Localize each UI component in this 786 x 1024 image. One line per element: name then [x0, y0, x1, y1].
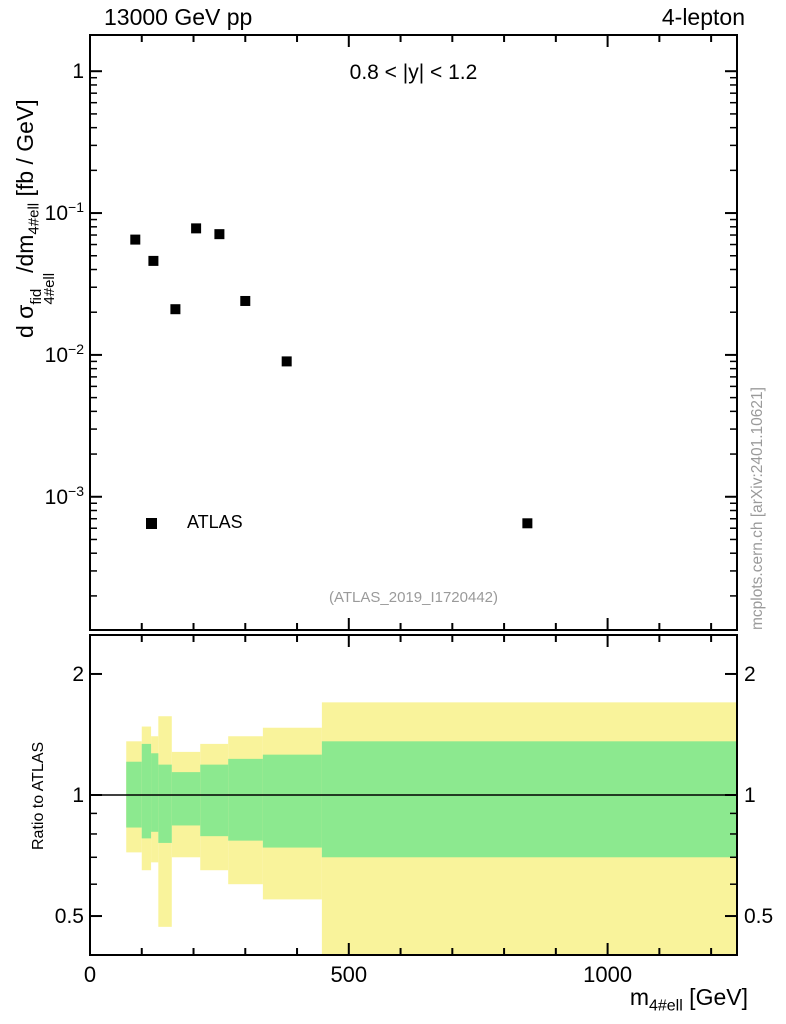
data-point [281, 356, 292, 367]
ylabel-supsub: fid 4#ell [28, 272, 58, 305]
xlabel-unit: [GeV] [682, 984, 748, 1010]
main-y-axis-label: d σ fid 4#ell/dm4#ell [fb / GeV] [12, 99, 58, 338]
uncertainty-band-green [171, 772, 201, 826]
data-point [522, 518, 533, 529]
ylabel-over: /dm [12, 234, 38, 273]
title-channel: 4-lepton [661, 4, 745, 30]
ylabel-unit: [fb / GeV] [12, 99, 38, 203]
ratio-tick-label-left: 1 [72, 784, 84, 807]
ylabel-sub2: 4#ell [25, 202, 43, 235]
y-tick-label: 10−1 [45, 199, 85, 225]
x-tick-label: 1000 [583, 962, 632, 987]
ratio-tick-label-right: 2 [744, 663, 756, 686]
uncertainty-band-green [228, 758, 263, 841]
data-point [191, 223, 202, 234]
x-tick-label: 0 [84, 962, 96, 987]
uncertainty-band-green [200, 764, 229, 837]
xlabel-base: m [629, 984, 649, 1010]
ylabel-d: d [12, 318, 38, 338]
uncertainty-band-green [151, 753, 159, 832]
ratio-tick-label-left: 2 [72, 663, 84, 686]
analysis-reference: (ATLAS_2019_I1720442) [328, 589, 498, 606]
data-point [130, 234, 141, 245]
uncertainty-band-green [262, 754, 322, 848]
xlabel-sub: 4#ell [648, 997, 683, 1015]
data-point [240, 295, 251, 306]
main-plot-frame [89, 34, 738, 631]
ratio-y-axis-label: Ratio to ATLAS [30, 741, 47, 850]
title-beam-energy: 13000 GeV pp [104, 4, 253, 30]
y-tick-label: 1 [72, 60, 84, 83]
uncertainty-band-green [158, 764, 172, 843]
y-tick-label: 10−3 [45, 483, 85, 509]
uncertainty-band-green [321, 741, 737, 858]
y-tick-label: 10−2 [45, 341, 85, 367]
ylabel-sigma: σ [12, 304, 38, 319]
ratio-tick-label-right: 1 [744, 784, 756, 807]
uncertainty-band-green [141, 743, 152, 839]
ylabel-sub: 4#ell [41, 272, 58, 305]
x-axis-label: m4#ell [GeV] [629, 984, 748, 1014]
ratio-tick-label-left: 0.5 [55, 905, 84, 928]
data-point [214, 229, 225, 240]
rapidity-cut-annotation: 0.8 < |y| < 1.2 [349, 61, 478, 84]
data-point [148, 255, 159, 266]
data-point [170, 304, 181, 315]
ratio-tick-label-right: 0.5 [744, 905, 773, 928]
x-tick-label: 500 [330, 962, 367, 987]
mcplots-watermark: mcplots.cern.ch [arXiv:2401.10621] [749, 387, 766, 630]
legend-marker [146, 518, 157, 529]
ratio-plot-frame [89, 634, 738, 956]
legend-atlas-label: ATLAS [187, 512, 243, 532]
